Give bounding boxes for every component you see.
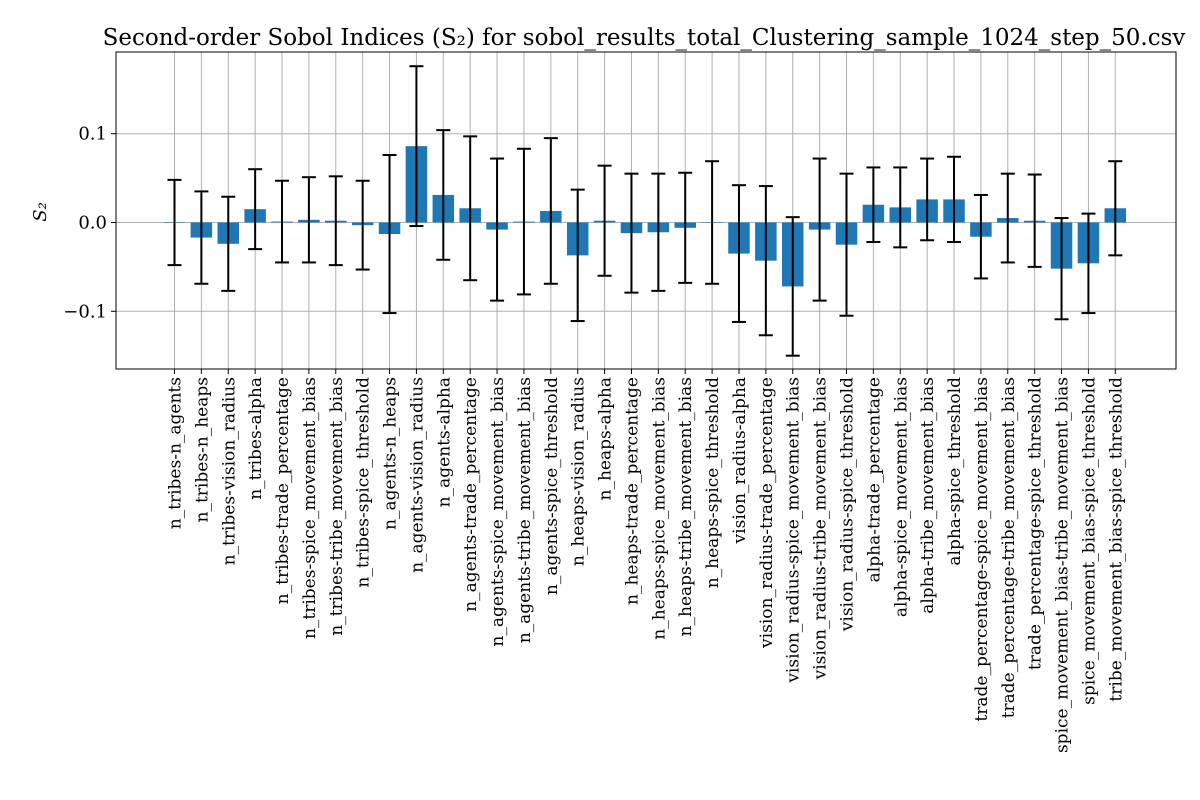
x-tick-label: n_heaps-trade_percentage [622, 377, 642, 605]
x-tick-label: n_heaps-tribe_movement_bias [676, 377, 696, 636]
x-tick-label: spice_movement_bias-tribe_movement_bias [1053, 377, 1073, 753]
x-tick-label: n_agents-alpha [434, 377, 454, 507]
x-tick-label: trade_percentage-tribe_movement_bias [999, 377, 1019, 718]
x-tick-label: n_agents-spice_movement_bias [488, 377, 508, 647]
y-axis-label: S₂ [30, 202, 51, 222]
errorbar-layer [167, 65, 1123, 357]
x-tick-label: vision_radius-spice_movement_bias [784, 377, 804, 684]
x-tick-label: vision_radius-tribe_movement_bias [811, 377, 831, 680]
plot-frame [115, 51, 1177, 370]
y-tick-label: 0.1 [78, 124, 107, 145]
x-tick-label: n_agents-spice_threshold [542, 377, 562, 595]
y-tick-label: −0.1 [63, 301, 107, 322]
y-tick-layer: −0.1 0.0 0.1 [63, 124, 116, 322]
x-tick-label: vision_radius-trade_percentage [757, 377, 777, 649]
x-tick-label: n_heaps-vision_radius [569, 377, 589, 566]
x-tick-label: tribe_movement_bias-spice_threshold [1106, 377, 1126, 702]
x-tick-label: n_tribes-tribe_movement_bias [327, 377, 347, 636]
x-tick-label: n_heaps-alpha [596, 377, 616, 500]
x-tick-label: vision_radius-spice_threshold [838, 377, 858, 632]
x-tick-label: n_agents-trade_percentage [461, 377, 481, 612]
x-tick-label: n_agents-tribe_movement_bias [515, 377, 535, 643]
y-tick-label: 0.0 [78, 212, 107, 233]
x-tick-label: n_tribes-n_heaps [192, 377, 212, 522]
x-tick-label: n_tribes-n_agents [166, 377, 186, 529]
x-tick-label: n_tribes-vision_radius [219, 377, 239, 565]
x-tick-label: trade_percentage-spice_threshold [1026, 377, 1046, 670]
x-tick-layer: n_tribes-n_agents n_tribes-n_heaps n_tribe… [166, 369, 1126, 753]
x-tick-label: n_tribes-spice_movement_bias [300, 377, 320, 639]
x-tick-label: n_agents-n_heaps [381, 377, 401, 530]
x-tick-label: n_tribes-spice_threshold [354, 377, 374, 588]
x-tick-label: alpha-spice_threshold [945, 377, 965, 566]
x-tick-label: alpha-tribe_movement_bias [918, 377, 938, 614]
chart-title: Second-order Sobol Indices (S₂) for sobo… [103, 25, 1186, 51]
x-tick-label: n_heaps-spice_movement_bias [649, 377, 669, 640]
x-tick-label: vision_radius-alpha [730, 377, 750, 544]
x-tick-label: spice_movement_bias-spice_threshold [1079, 377, 1099, 705]
x-tick-label: n_tribes-alpha [246, 377, 266, 500]
x-tick-label: n_heaps-spice_threshold [703, 377, 723, 588]
x-tick-label: n_agents-vision_radius [407, 377, 427, 573]
x-tick-label: n_tribes-trade_percentage [273, 377, 293, 604]
x-tick-label: alpha-spice_movement_bias [891, 377, 911, 617]
x-tick-label: trade_percentage-spice_movement_bias [972, 377, 992, 722]
x-tick-label: alpha-trade_percentage [864, 377, 884, 582]
